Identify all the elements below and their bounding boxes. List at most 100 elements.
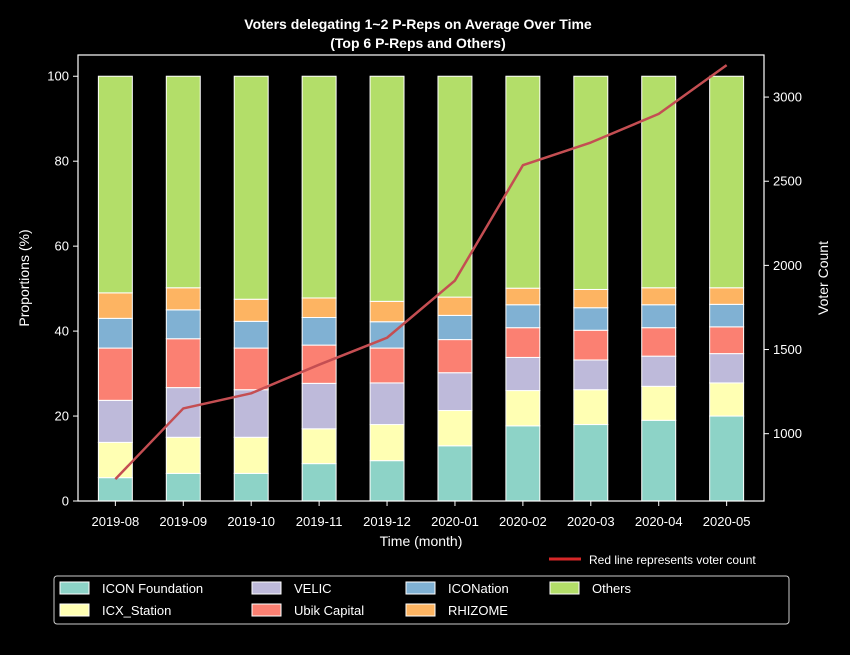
bar-layer — [97, 75, 745, 502]
bar-segment — [165, 287, 201, 311]
bar-segment — [301, 317, 337, 346]
voter-count-note-text: Red line represents voter count — [589, 553, 756, 567]
bar-segment — [97, 399, 133, 443]
legend: ICON Foundation ICX_Station VELIC Ubik Capi… — [53, 575, 790, 625]
y2-axis-label: Voter Count — [815, 241, 831, 315]
legend-swatch — [405, 603, 436, 617]
bar-segment — [437, 75, 473, 298]
x-tick-label: 2019-09 — [159, 514, 207, 529]
bar-segment — [573, 359, 609, 391]
bar-segment — [97, 317, 133, 349]
bar-segment — [641, 327, 677, 357]
bar-segment — [369, 347, 405, 384]
bar-segment — [709, 353, 745, 384]
bar-segment — [301, 382, 337, 430]
legend-swatch — [251, 581, 282, 595]
voter-count-line — [114, 64, 728, 480]
voter-count-note: Red line represents voter count — [549, 553, 756, 567]
x-tick-label: 2020-05 — [703, 514, 751, 529]
bar-segment — [97, 347, 133, 401]
bar-segment — [573, 329, 609, 361]
legend-label: ICON Foundation — [102, 581, 203, 596]
bar-segment — [165, 309, 201, 340]
bar-segment — [505, 287, 541, 306]
x-tick-label: 2019-10 — [227, 514, 275, 529]
bar-segment — [165, 387, 201, 438]
legend-label: ICX_Station — [102, 603, 171, 618]
bar-segment — [505, 356, 541, 392]
bar-segment — [165, 338, 201, 389]
bar-segment — [97, 75, 133, 294]
voter-count-line-layer — [114, 64, 728, 480]
bar-segment — [573, 307, 609, 331]
bar-segment — [505, 390, 541, 427]
bar-segment — [301, 297, 337, 319]
legend-swatch — [59, 603, 90, 617]
y2-tick-label: 1500 — [773, 342, 802, 357]
left-axis-ticks: 0 20 40 60 80 100 — [47, 69, 78, 509]
plot-frame — [77, 54, 765, 502]
x-tick-label: 2020-01 — [431, 514, 479, 529]
bar-segment — [505, 327, 541, 358]
bar-segment — [437, 410, 473, 447]
y-axis-label: Proportions (%) — [16, 229, 32, 326]
bar-segment — [641, 419, 677, 502]
bar-segment — [165, 436, 201, 474]
bar-segment — [97, 477, 133, 502]
y-tick-label: 100 — [47, 69, 69, 84]
x-axis-ticks: 2019-08 2019-09 2019-10 2019-11 2019-12 2020-… — [91, 501, 751, 529]
bar-segment — [641, 355, 677, 387]
bar-segment — [369, 300, 405, 323]
bar-segment — [641, 304, 677, 329]
bar-segment — [641, 287, 677, 306]
bar-segment — [369, 75, 405, 302]
bar-segment — [165, 75, 201, 289]
bar-segment — [709, 326, 745, 355]
bar-segment — [233, 472, 269, 502]
bar-segment — [437, 296, 473, 316]
bar-segment — [97, 292, 133, 319]
bar-segment — [233, 347, 269, 391]
bar-segment — [573, 424, 609, 502]
right-axis-ticks: 1000 1500 2000 2500 3000 — [764, 90, 802, 441]
bar-segment — [573, 75, 609, 290]
bar-segment — [301, 463, 337, 502]
legend-swatch — [59, 581, 90, 595]
bar-segment — [709, 75, 745, 289]
x-tick-label: 2019-08 — [91, 514, 139, 529]
x-tick-label: 2020-02 — [499, 514, 547, 529]
legend-label: ICONation — [448, 581, 509, 596]
x-axis-label: Time (month) — [380, 533, 463, 549]
y-tick-label: 40 — [55, 324, 69, 339]
y-tick-label: 20 — [55, 409, 69, 424]
bar-segment — [709, 287, 745, 305]
legend-label: Ubik Capital — [294, 603, 364, 618]
bar-segment — [709, 303, 745, 328]
legend-swatch — [549, 581, 580, 595]
bar-segment — [573, 288, 609, 309]
bar-segment — [709, 415, 745, 502]
bar-segment — [505, 304, 541, 329]
legend-label: Others — [592, 581, 632, 596]
legend-frame — [53, 575, 790, 625]
bar-segment — [573, 389, 609, 426]
chart-subtitle: (Top 6 P-Reps and Others) — [330, 35, 506, 51]
chart-title: Voters delegating 1~2 P-Reps on Average … — [244, 16, 592, 32]
y2-tick-label: 2000 — [773, 258, 802, 273]
bar-segment — [233, 436, 269, 474]
bar-segment — [233, 320, 269, 349]
legend-label: VELIC — [294, 581, 332, 596]
y-tick-label: 80 — [55, 154, 69, 169]
y-tick-label: 60 — [55, 239, 69, 254]
x-tick-label: 2019-11 — [296, 514, 343, 529]
bar-segment — [369, 321, 405, 349]
bar-segment — [369, 382, 405, 426]
bar-segment — [505, 75, 541, 289]
bar-segment — [505, 425, 541, 502]
legend-swatch — [405, 581, 436, 595]
bar-segment — [301, 428, 337, 465]
y2-tick-label: 2500 — [773, 174, 802, 189]
bar-segment — [233, 75, 269, 300]
bar-segment — [369, 460, 405, 502]
